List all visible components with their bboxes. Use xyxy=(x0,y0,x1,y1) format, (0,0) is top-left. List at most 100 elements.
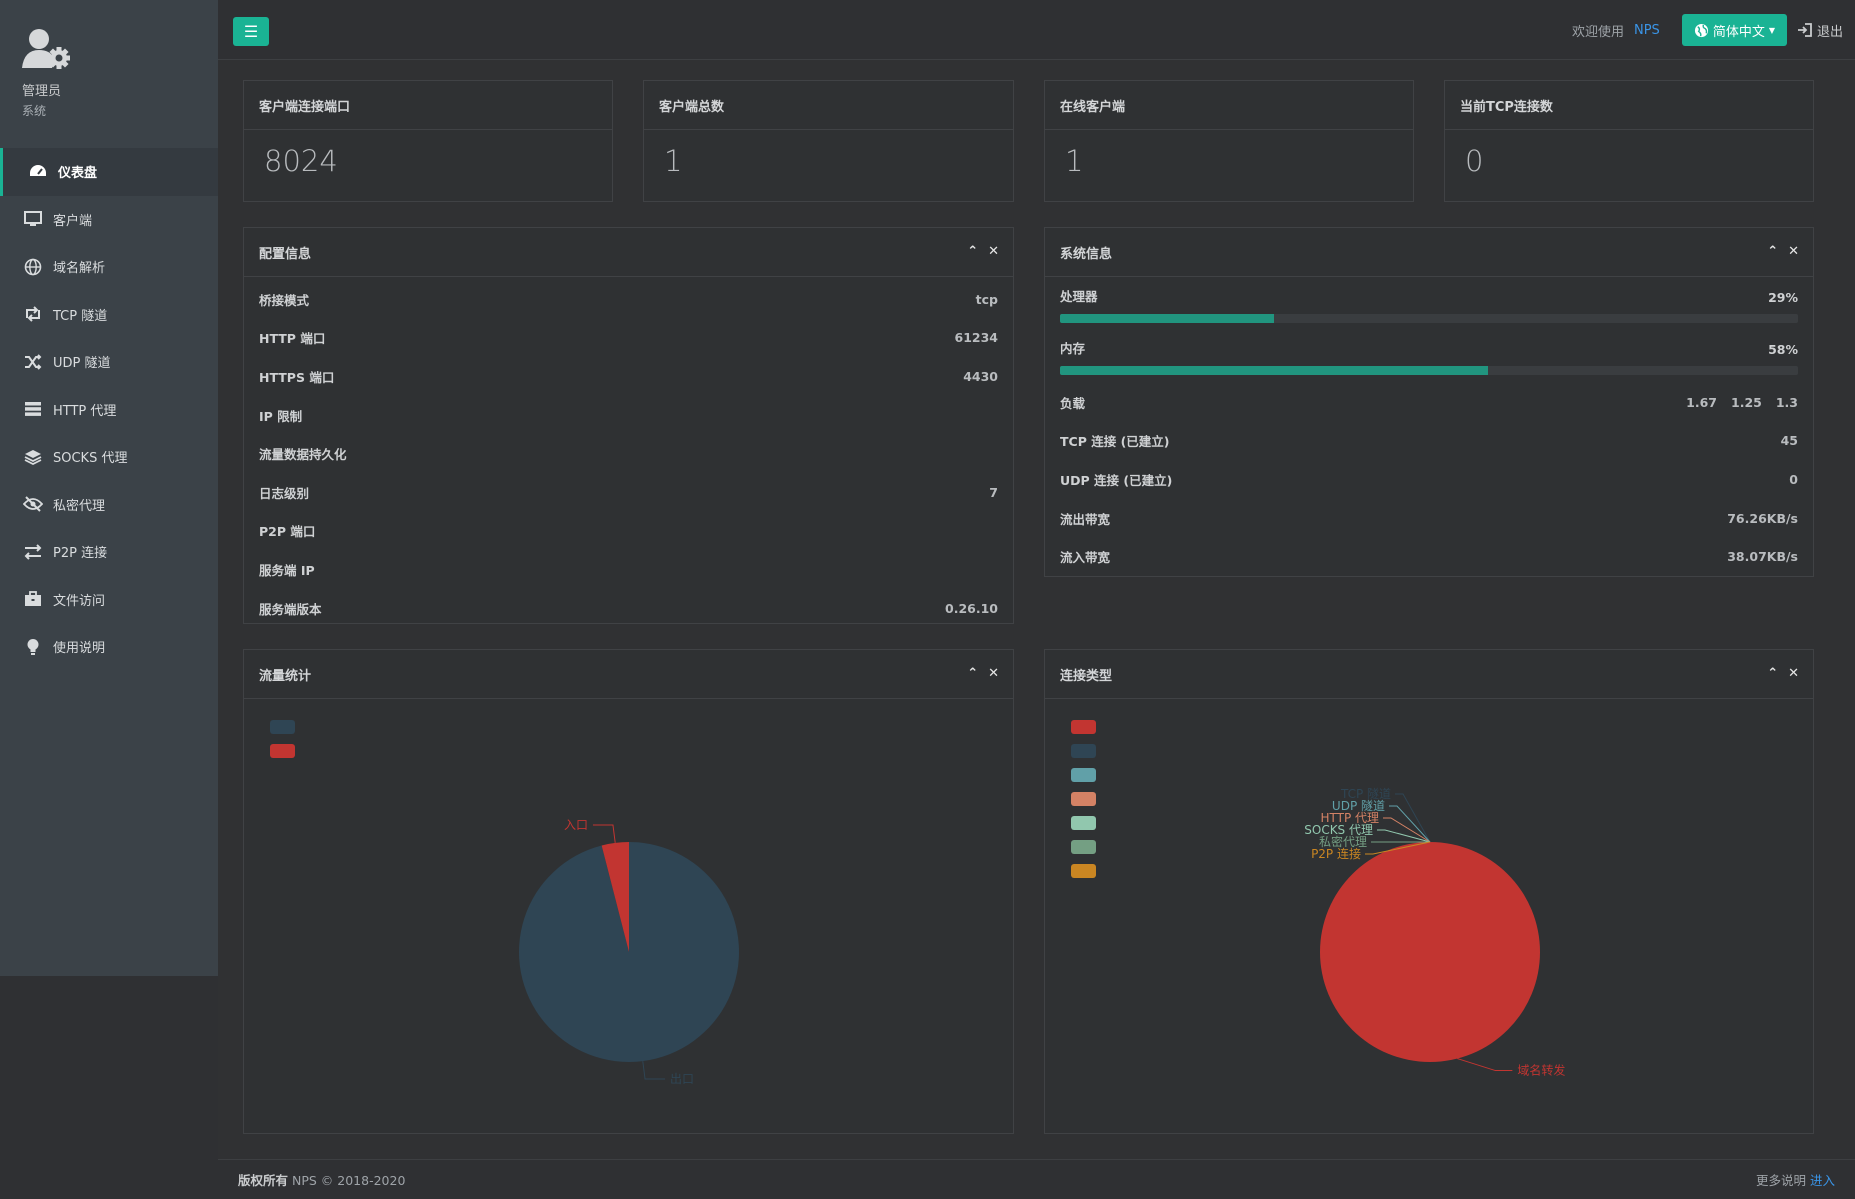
pie-label-line xyxy=(1365,841,1431,855)
pie-slice[interactable] xyxy=(601,842,629,952)
system-row: 流入带宽 38.07KB/s xyxy=(1045,537,1813,576)
collapse-icon[interactable]: ⌃ xyxy=(967,244,979,259)
copyright-text: NPS © 2018-2020 xyxy=(292,1173,406,1188)
language-dropdown[interactable]: 简体中文 ▼ xyxy=(1681,14,1787,46)
system-row: UDP 连接 (已建立) 0 xyxy=(1045,460,1813,499)
copyright: 版权所有 NPS © 2018-2020 xyxy=(238,1170,405,1189)
user-gear-icon xyxy=(22,29,70,69)
config-row: IP 限制 xyxy=(244,396,1013,435)
sidebar-item-domain[interactable]: 域名解析 xyxy=(0,243,218,291)
caret-down-icon: ▼ xyxy=(1768,25,1775,35)
config-key: 流量数据持久化 xyxy=(259,447,347,463)
sidebar-item-p2p[interactable]: P2P 连接 xyxy=(0,528,218,576)
globe-icon xyxy=(22,258,44,276)
config-row: HTTP 端口 61234 xyxy=(244,319,1013,358)
collapse-icon[interactable]: ⌃ xyxy=(1767,666,1779,681)
sidebar-item-label: 仪表盘 xyxy=(58,166,98,182)
panel-title: 连接类型 xyxy=(1060,668,1113,684)
legend-swatch[interactable] xyxy=(1071,744,1096,758)
sidebar-item-dashboard[interactable]: 仪表盘 xyxy=(0,148,218,196)
config-panel: 配置信息 ⌃ ✕ 桥接模式 tcp HTTP 端口 61234 HTTPS 端口 44… xyxy=(243,227,1014,624)
config-key: HTTP 端口 xyxy=(259,331,326,347)
memory-progress xyxy=(1060,366,1798,375)
pie-slice[interactable] xyxy=(1320,842,1540,1062)
pie-label: 域名转发 xyxy=(1517,1063,1565,1078)
sidebar-item-http[interactable]: HTTP 代理 xyxy=(0,386,218,434)
stat-card-tcp-connections: 当前TCP连接数 0 xyxy=(1444,80,1814,202)
stat-card-value: 0 xyxy=(1465,144,1484,178)
enter-link[interactable]: 进入 xyxy=(1809,1173,1835,1188)
stat-card-title: 当前TCP连接数 xyxy=(1445,81,1813,130)
pie-label: TCP 隧道 xyxy=(1340,786,1391,801)
sidebar-item-label: HTTP 代理 xyxy=(53,403,117,419)
config-key: P2P 端口 xyxy=(259,524,316,540)
sidebar-item-help[interactable]: 使用说明 xyxy=(0,623,218,671)
panel-header: 流量统计 ⌃ ✕ xyxy=(244,650,1013,699)
panel-title: 流量统计 xyxy=(259,668,312,684)
pie-label: SOCKS 代理 xyxy=(1304,823,1373,837)
traffic-panel: 流量统计 ⌃ ✕ 出口 入口 xyxy=(243,649,1014,1134)
system-key: 流出带宽 xyxy=(1060,511,1111,527)
sidebar-item-label: TCP 隧道 xyxy=(53,308,108,324)
sidebar-item-label: P2P 连接 xyxy=(53,546,108,562)
legend-swatch[interactable] xyxy=(1071,840,1096,854)
profile-role: 系统 xyxy=(22,104,47,118)
config-key: IP 限制 xyxy=(259,408,303,424)
sidebar-item-tcp[interactable]: TCP 隧道 xyxy=(0,291,218,339)
shuffle-icon xyxy=(22,353,44,371)
sidebar-item-files[interactable]: 文件访问 xyxy=(0,576,218,624)
logout-label: 退出 xyxy=(1816,24,1843,40)
stat-card-title: 客户端总数 xyxy=(644,81,1013,130)
hamburger-icon: ☰ xyxy=(243,23,259,41)
sidebar-item-clients[interactable]: 客户端 xyxy=(0,196,218,244)
config-row: 服务端 IP xyxy=(244,550,1013,589)
system-key: 流入带宽 xyxy=(1060,550,1111,566)
legend-swatch[interactable] xyxy=(1071,720,1096,734)
cpu-progress xyxy=(1060,314,1798,323)
close-icon[interactable]: ✕ xyxy=(988,244,999,259)
legend-swatch[interactable] xyxy=(1071,864,1096,878)
config-row: 桥接模式 tcp xyxy=(244,280,1013,319)
load-1: 1.67 xyxy=(1686,394,1717,410)
legend-swatch[interactable] xyxy=(1071,792,1096,806)
legend-swatch[interactable] xyxy=(270,720,295,734)
menu-toggle-button[interactable]: ☰ xyxy=(233,17,269,46)
pie-label-line xyxy=(1383,817,1431,843)
sidebar: 管理员 系统 仪表盘 客户端 域名解析 TCP 隧道 xyxy=(0,0,218,976)
config-value: tcp xyxy=(975,291,998,307)
legend-swatch[interactable] xyxy=(270,744,295,758)
stat-card-value: 1 xyxy=(1065,144,1084,178)
footer: 版权所有 NPS © 2018-2020 更多说明 进入 xyxy=(218,1159,1855,1199)
brand-link[interactable]: NPS xyxy=(1633,22,1660,38)
legend-swatch[interactable] xyxy=(1071,768,1096,782)
welcome-text: 欢迎使用 xyxy=(1571,24,1624,40)
cpu-row: 处理器 29% xyxy=(1045,277,1813,323)
panel-header: 系统信息 ⌃ ✕ xyxy=(1045,228,1813,277)
close-icon[interactable]: ✕ xyxy=(1788,244,1799,259)
close-icon[interactable]: ✕ xyxy=(1788,666,1799,681)
collapse-icon[interactable]: ⌃ xyxy=(1767,244,1779,259)
system-value: 76.26KB/s xyxy=(1727,510,1798,526)
legend-swatch[interactable] xyxy=(1071,816,1096,830)
collapse-icon[interactable]: ⌃ xyxy=(967,666,979,681)
lightbulb-icon xyxy=(22,638,44,656)
sidebar-item-udp[interactable]: UDP 隧道 xyxy=(0,338,218,386)
load-row: 负载 1.67 1.25 1.3 xyxy=(1045,383,1813,422)
sidebar-item-secret[interactable]: 私密代理 xyxy=(0,481,218,529)
system-key: UDP 连接 (已建立) xyxy=(1060,472,1173,488)
stat-card-online-clients: 在线客户端 1 xyxy=(1044,80,1414,202)
sidebar-item-socks[interactable]: SOCKS 代理 xyxy=(0,433,218,481)
monitor-icon xyxy=(22,210,44,228)
panel-header: 配置信息 ⌃ ✕ xyxy=(244,228,1013,277)
logout-button[interactable]: 退出 xyxy=(1797,21,1843,40)
cpu-label: 处理器 xyxy=(1060,289,1098,304)
panel-tools: ⌃ ✕ xyxy=(1767,666,1799,681)
panel-title: 系统信息 xyxy=(1060,246,1113,262)
pie-label-line xyxy=(1395,793,1431,843)
language-label: 简体中文 xyxy=(1712,24,1765,40)
sidebar-item-label: SOCKS 代理 xyxy=(53,451,128,467)
close-icon[interactable]: ✕ xyxy=(988,666,999,681)
sidebar-bottom xyxy=(0,976,218,1199)
system-panel: 系统信息 ⌃ ✕ 处理器 29% 内存 58% 负载 1.67 1.25 1.3 T… xyxy=(1044,227,1814,577)
sidebar-item-label: 私密代理 xyxy=(53,498,106,514)
